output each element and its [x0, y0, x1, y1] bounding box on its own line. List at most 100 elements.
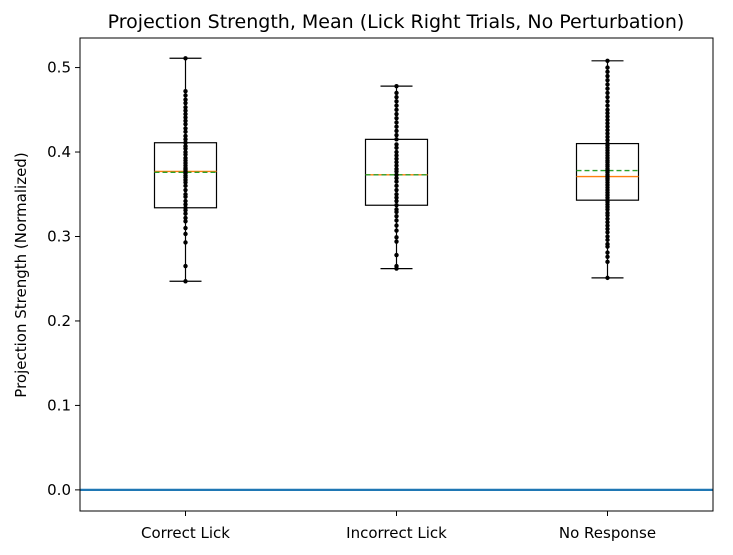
data-point: [183, 149, 188, 155]
data-point: [605, 58, 610, 64]
data-point: [183, 108, 188, 113]
data-point: [605, 117, 610, 123]
y-axis-label: Projection Strength (Normalized): [12, 152, 30, 397]
data-point: [394, 172, 399, 178]
y-axis: 0.0 0.1 0.2 0.3 0.4 0.5: [47, 59, 80, 499]
data-point: [183, 133, 188, 139]
data-point: [183, 56, 188, 61]
data-point: [394, 107, 399, 112]
data-point: [605, 230, 610, 235]
data-point: [394, 120, 399, 125]
data-point: [605, 254, 610, 259]
data-point: [605, 110, 610, 116]
data-point: [394, 176, 399, 181]
box-group: [153, 56, 218, 284]
data-point: [183, 129, 188, 134]
data-point: [183, 143, 188, 149]
data-point: [183, 111, 188, 117]
data-point: [183, 140, 188, 145]
data-point: [605, 259, 610, 265]
data-point: [605, 216, 610, 221]
data-point: [183, 89, 188, 94]
data-point: [605, 223, 610, 228]
data-point: [183, 219, 188, 224]
y-tick-label: 0.0: [47, 481, 71, 499]
data-point: [183, 121, 188, 127]
data-point: [605, 138, 610, 143]
data-point: [605, 86, 610, 91]
data-point: [394, 153, 399, 158]
x-tick-label: Incorrect Lick: [346, 524, 447, 542]
x-axis: Correct Lick Incorrect Lick No Response: [141, 511, 656, 542]
data-point: [394, 198, 399, 204]
data-point: [394, 207, 399, 212]
data-point: [183, 215, 188, 221]
data-point: [183, 93, 188, 98]
data-point: [605, 234, 610, 239]
data-point: [183, 198, 188, 204]
data-point: [605, 78, 610, 83]
data-point: [605, 134, 610, 140]
data-point: [605, 90, 610, 96]
data-point: [183, 263, 188, 269]
data-point: [605, 210, 610, 216]
y-tick-label: 0.4: [47, 143, 71, 161]
data-point: [183, 205, 188, 210]
data-point: [394, 159, 399, 165]
data-point: [183, 137, 188, 142]
data-point: [605, 94, 610, 100]
data-point: [394, 145, 399, 151]
data-point: [183, 231, 188, 237]
data-point: [183, 225, 188, 231]
y-tick-label: 0.1: [47, 396, 71, 414]
data-point: [605, 73, 610, 79]
data-point: [183, 126, 188, 131]
data-point: [183, 211, 188, 216]
data-point: [394, 142, 399, 147]
data-point: [183, 97, 188, 102]
data-point: [605, 141, 610, 146]
data-point: [394, 124, 399, 129]
data-point: [605, 226, 610, 232]
data-point: [394, 94, 399, 100]
data-point: [183, 183, 188, 189]
data-point: [183, 279, 188, 284]
data-point: [394, 252, 399, 258]
data-point: [605, 219, 610, 225]
data-point: [605, 114, 610, 119]
data-point: [394, 163, 399, 168]
data-point: [605, 250, 610, 255]
data-point: [394, 132, 399, 138]
data-point: [394, 137, 399, 142]
data-point: [394, 166, 399, 172]
data-point: [394, 239, 399, 244]
data-point: [394, 192, 399, 197]
data-point: [605, 103, 610, 108]
data-point: [605, 124, 610, 129]
data-point: [394, 90, 399, 96]
data-point: [605, 127, 610, 133]
data-point: [183, 115, 188, 120]
data-point: [394, 263, 399, 269]
data-point: [394, 116, 399, 121]
data-point: [394, 156, 399, 161]
x-tick-label: Correct Lick: [141, 524, 230, 542]
data-point: [394, 218, 399, 223]
data-point: [183, 192, 188, 197]
data-point: [394, 183, 399, 189]
data-point: [394, 103, 399, 108]
y-tick-label: 0.2: [47, 312, 71, 330]
data-point: [183, 187, 188, 193]
data-point: [394, 179, 399, 184]
data-point: [183, 105, 188, 110]
data-point: [394, 187, 399, 193]
data-point: [605, 69, 610, 74]
data-point: [183, 118, 188, 123]
box-group: [575, 58, 640, 281]
chart-title: Projection Strength, Mean (Lick Right Tr…: [108, 11, 685, 33]
box-group: [364, 83, 429, 271]
data-point: [183, 100, 188, 106]
data-point: [605, 241, 610, 247]
data-point: [605, 275, 610, 281]
data-point: [605, 99, 610, 104]
